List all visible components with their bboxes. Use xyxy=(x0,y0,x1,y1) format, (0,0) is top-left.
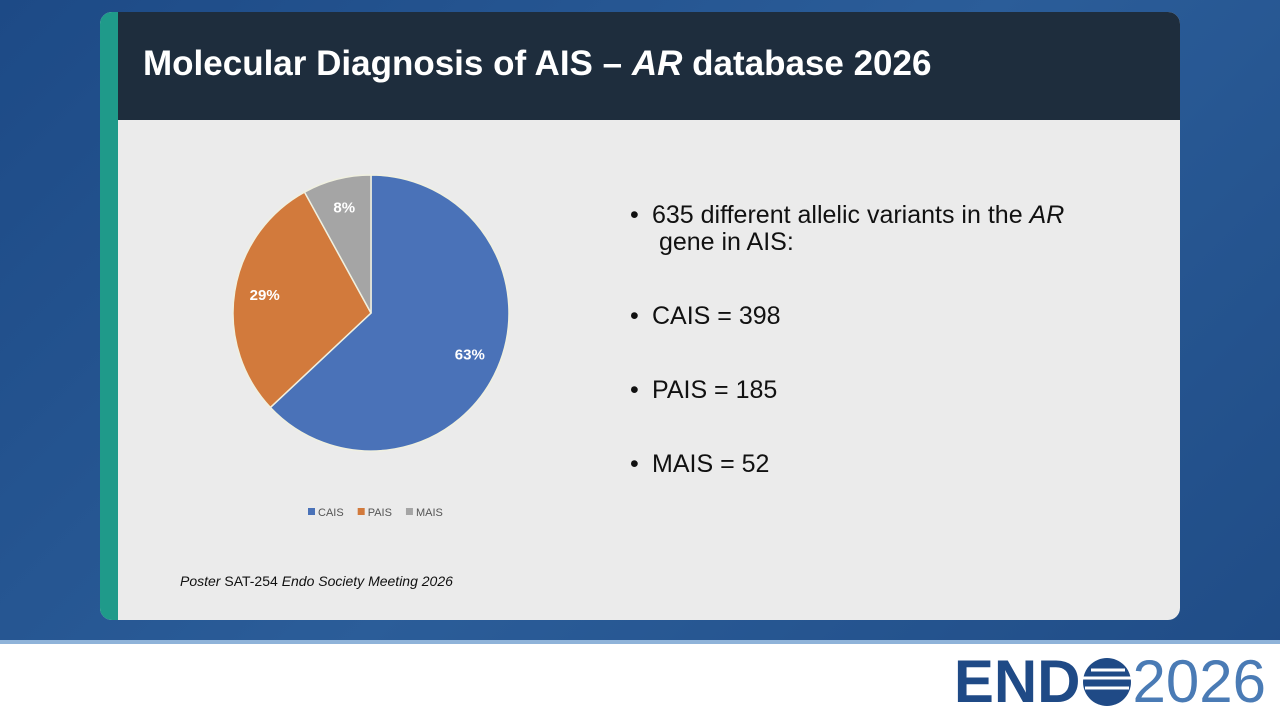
footnote: Poster SAT-254 Endo Society Meeting 2026 xyxy=(180,573,453,589)
slide-title: Molecular Diagnosis of AIS – AR database… xyxy=(118,12,1180,120)
footer-band xyxy=(0,640,1280,724)
bullet-text: CAIS = 398 xyxy=(652,302,781,330)
bullet-text: AR xyxy=(1029,201,1065,229)
footnote-text: Endo Society Meeting 2026 xyxy=(281,573,453,589)
title-text: Molecular Diagnosis of AIS – xyxy=(143,44,632,83)
title-text: database 2026 xyxy=(682,44,932,83)
legend-label: CAIS xyxy=(318,507,344,519)
bullet-list: 635 different allelic variants in the AR… xyxy=(630,202,1090,525)
legend-swatch xyxy=(308,508,315,515)
bullet-text: MAIS = 52 xyxy=(652,450,770,478)
pie-slice xyxy=(303,174,372,314)
italic: AR xyxy=(1030,201,1065,229)
logo-text: 2026 xyxy=(1132,648,1266,715)
title-italic: AR xyxy=(631,44,683,83)
bullet: MAIS = 52 xyxy=(630,450,1090,479)
pie-slice xyxy=(232,191,372,409)
bullet: CAIS = 398 xyxy=(630,302,1090,331)
bullet: PAIS = 185 xyxy=(630,376,1090,405)
data-label: 29% xyxy=(250,287,280,304)
pie-slice xyxy=(269,174,510,452)
legend-label: PAIS xyxy=(368,507,392,519)
legend-swatch xyxy=(405,508,413,515)
legend-label: MAIS xyxy=(416,507,443,519)
card: Molecular Diagnosis of AIS – AR database… xyxy=(100,12,1180,620)
legend-swatch xyxy=(357,508,365,515)
logo-text: END xyxy=(953,648,1081,715)
bullet-text: 635 different allelic variants in the xyxy=(652,201,1030,229)
data-label: 63% xyxy=(455,347,485,364)
logo: END 2026 xyxy=(954,650,1266,714)
footnote-text: SAT-254 xyxy=(220,573,282,589)
bullet-text: PAIS = 185 xyxy=(652,376,778,404)
footnote-text: Poster xyxy=(180,573,221,589)
data-label: 8% xyxy=(333,200,355,217)
accent-bar xyxy=(100,12,118,620)
logo-globe xyxy=(1082,658,1131,706)
pie-chart: 63% 29% 8% CAIS PAIS MAIS xyxy=(232,174,510,519)
bullet-text: gene in AIS: xyxy=(652,228,794,256)
bullet: 635 different allelic variants in the AR… xyxy=(630,202,1090,256)
